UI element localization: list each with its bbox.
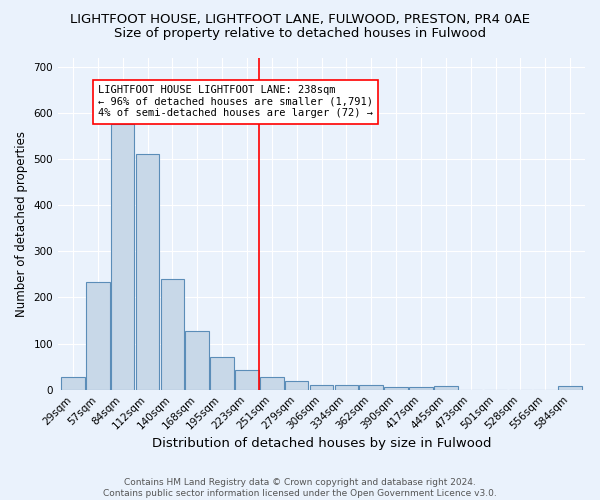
Bar (161, 279, 184, 390)
Bar (136, 154, 160, 390)
Bar (285, 382, 308, 390)
Bar (210, 356, 234, 390)
Bar (310, 385, 334, 390)
Text: Size of property relative to detached houses in Fulwood: Size of property relative to detached ho… (114, 28, 486, 40)
Y-axis label: Number of detached properties: Number of detached properties (15, 130, 28, 316)
X-axis label: Distribution of detached houses by size in Fulwood: Distribution of detached houses by size … (152, 437, 491, 450)
Bar (384, 388, 408, 390)
Bar (260, 378, 284, 390)
Bar (359, 385, 383, 390)
Bar (86, 282, 110, 390)
Text: LIGHTFOOT HOUSE LIGHTFOOT LANE: 238sqm
← 96% of detached houses are smaller (1,7: LIGHTFOOT HOUSE LIGHTFOOT LANE: 238sqm ←… (98, 85, 373, 118)
Bar (409, 388, 433, 390)
Text: Contains HM Land Registry data © Crown copyright and database right 2024.
Contai: Contains HM Land Registry data © Crown c… (103, 478, 497, 498)
Bar (235, 370, 259, 390)
Text: LIGHTFOOT HOUSE, LIGHTFOOT LANE, FULWOOD, PRESTON, PR4 0AE: LIGHTFOOT HOUSE, LIGHTFOOT LANE, FULWOOD… (70, 12, 530, 26)
Bar (61, 378, 85, 390)
Bar (335, 384, 358, 390)
Bar (185, 331, 209, 390)
Bar (434, 386, 458, 390)
Bar (111, 124, 134, 390)
Bar (558, 386, 582, 390)
